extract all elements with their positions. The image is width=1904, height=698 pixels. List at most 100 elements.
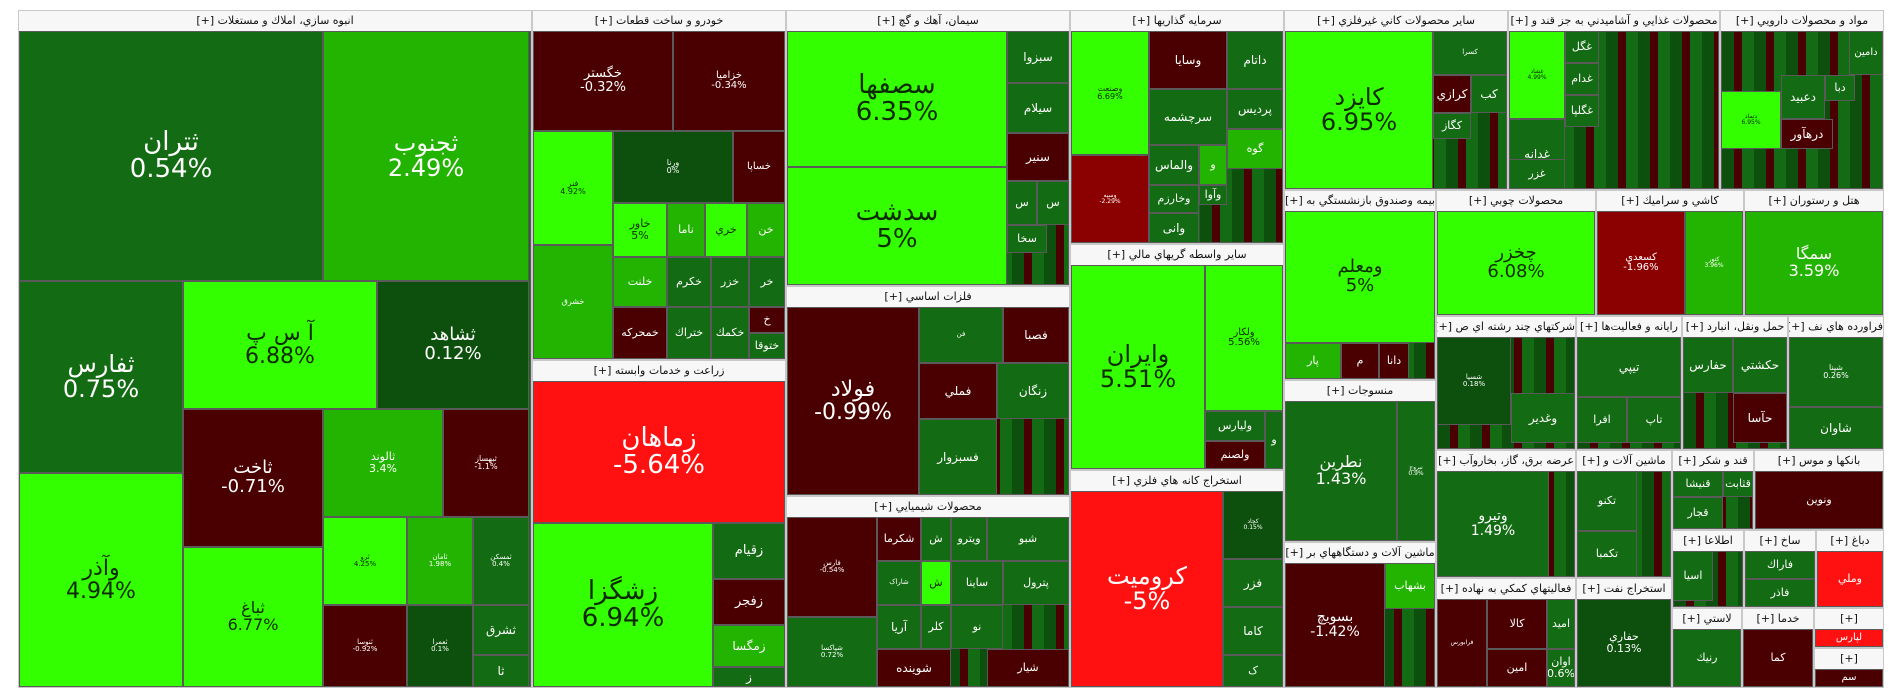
stock-tile[interactable]: سرچشمه: [1149, 89, 1227, 145]
stock-tile[interactable]: فارس -0.54%: [787, 517, 877, 617]
stock-tile[interactable]: غگلپا: [1565, 95, 1599, 127]
sector-title[interactable]: رايانه و فعاليت‌ها [+]: [1577, 317, 1681, 337]
sector-title[interactable]: محصولات چوبي [+]: [1437, 191, 1595, 211]
sector-title[interactable]: قند و شکر [+]: [1673, 451, 1753, 471]
stock-tile[interactable]: تاپ: [1627, 397, 1681, 443]
stock-tile[interactable]: داتام: [1227, 31, 1283, 89]
sector-title[interactable]: بیمه وصندوق بازنشستگي به [+]: [1285, 191, 1435, 211]
stock-tile[interactable]: زقیام: [713, 523, 785, 579]
sector-title[interactable]: لاستي [+]: [1673, 609, 1741, 629]
stock-tile[interactable]: ثالوند 3.4%: [323, 409, 443, 517]
stock-tile[interactable]: پترول: [1003, 561, 1069, 605]
stock-tile[interactable]: كالا: [1487, 599, 1547, 649]
stock-tile[interactable]: والماس: [1149, 145, 1199, 185]
stock-tile[interactable]: کگاز: [1433, 113, 1471, 139]
stock-tile[interactable]: خر: [749, 257, 785, 307]
stock-tile[interactable]: وتيرو 1.49%: [1437, 471, 1549, 577]
stock-tile[interactable]: ثمسکن 0.4%: [473, 517, 529, 605]
stock-tile[interactable]: اسيا: [1673, 551, 1713, 601]
stock-tile[interactable]: وآوا: [1199, 185, 1227, 205]
stock-tile[interactable]: فرابورس: [1437, 599, 1487, 687]
stock-tile[interactable]: دعبيد: [1781, 75, 1825, 119]
stock-tile[interactable]: خلنت: [613, 257, 667, 307]
stock-tile[interactable]: شسپا 0.18%: [1437, 337, 1511, 425]
stock-tile[interactable]: كايزد 6.95%: [1285, 31, 1433, 189]
stock-tile[interactable]: خاور 5%: [613, 203, 667, 257]
stock-tile[interactable]: تکمبا: [1577, 531, 1637, 577]
sector-title[interactable]: منسوجات [+]: [1285, 381, 1435, 401]
stock-tile[interactable]: ناما: [667, 203, 705, 257]
stock-tile[interactable]: ثاخت -0.71%: [183, 409, 323, 547]
stock-tile[interactable]: نطرين 1.43%: [1285, 401, 1397, 541]
stock-tile[interactable]: ثتران 0.54%: [19, 31, 323, 281]
stock-tile[interactable]: ثبهساز -1.1%: [443, 409, 529, 517]
stock-tile[interactable]: ثشرق: [473, 605, 529, 655]
stock-tile[interactable]: ومعلم 5%: [1285, 211, 1435, 343]
stock-tile[interactable]: چخزر 6.08%: [1437, 211, 1595, 315]
sector-title[interactable]: هتل و رستوران [+]: [1745, 191, 1883, 211]
stock-tile[interactable]: خمحرکه: [613, 307, 667, 359]
stock-tile[interactable]: شیار: [987, 649, 1069, 687]
stock-tile[interactable]: افرا: [1577, 397, 1627, 443]
stock-tile[interactable]: سیلام: [1007, 83, 1069, 133]
sector-title[interactable]: خودرو و ساخت قطعات [+]: [533, 11, 785, 31]
sector-title[interactable]: [+]: [1815, 609, 1883, 629]
stock-tile[interactable]: وخارزم: [1149, 185, 1199, 213]
stock-tile[interactable]: م: [1341, 343, 1379, 379]
sector-title[interactable]: ماشين آلات و دستگاههاي بر [+]: [1285, 543, 1435, 563]
stock-tile[interactable]: اوان 0.6%: [1547, 649, 1575, 687]
stock-tile[interactable]: حفاري 0.13%: [1577, 599, 1671, 687]
sector-title[interactable]: استخراج نفت [+]: [1577, 579, 1671, 599]
stock-tile[interactable]: ثشاهد 0.12%: [377, 281, 529, 409]
stock-tile[interactable]: و: [1199, 145, 1227, 185]
stock-tile[interactable]: ونوين: [1755, 471, 1883, 529]
sector-title[interactable]: عرضه برق، گاز، بخاروآب [+]: [1437, 451, 1575, 471]
stock-tile[interactable]: خگستر -0.32%: [533, 31, 673, 131]
stock-tile[interactable]: وليارس: [1205, 411, 1265, 441]
stock-tile[interactable]: زماهان -5.64%: [533, 381, 785, 523]
sector-title[interactable]: محصولات شيميايي [+]: [787, 497, 1069, 517]
stock-tile[interactable]: گوه: [1227, 129, 1283, 169]
stock-tile[interactable]: خساپا: [733, 131, 785, 203]
sector-title[interactable]: شرکتهاي چند رشته اي ص [+]: [1437, 317, 1575, 337]
stock-tile[interactable]: شاوان: [1789, 407, 1883, 449]
stock-tile[interactable]: قثابت: [1723, 471, 1753, 497]
stock-tile[interactable]: کچاد 0.15%: [1223, 491, 1283, 559]
stock-tile[interactable]: فن: [919, 307, 1003, 363]
stock-tile[interactable]: خکرم: [667, 257, 711, 307]
stock-tile[interactable]: زفجر: [713, 579, 785, 625]
stock-tile[interactable]: زنگان: [997, 363, 1069, 419]
sector-title[interactable]: سرمايه گذاريها [+]: [1071, 11, 1283, 31]
stock-tile[interactable]: وملي: [1817, 551, 1883, 607]
sector-title[interactable]: ساير واسطه گريهاي مالي [+]: [1071, 245, 1283, 265]
stock-tile[interactable]: تكنو: [1577, 471, 1637, 531]
stock-tile[interactable]: ز: [713, 667, 785, 687]
stock-tile[interactable]: شاراک: [877, 561, 921, 605]
sector-title[interactable]: ساخ [+]: [1745, 531, 1815, 551]
stock-tile[interactable]: ختوقا: [749, 333, 785, 359]
stock-tile[interactable]: ک: [1223, 655, 1283, 687]
stock-tile[interactable]: وانی: [1149, 213, 1199, 243]
sector-title[interactable]: فعاليتهاي كمكي به نهاده [+]: [1437, 579, 1575, 599]
stock-tile[interactable]: وغدير: [1511, 393, 1575, 443]
stock-tile[interactable]: کتور 3.96%: [1685, 211, 1743, 315]
sector-title[interactable]: انبوه سازي، املاك و مستغلات [+]: [19, 11, 531, 31]
stock-tile[interactable]: حکشتي: [1733, 337, 1787, 393]
sector-title[interactable]: بانكها و موس [+]: [1755, 451, 1883, 471]
stock-tile[interactable]: قجار: [1673, 497, 1723, 529]
stock-tile[interactable]: سصفها 6.35%: [787, 31, 1007, 167]
stock-tile[interactable]: سنیر: [1007, 133, 1069, 181]
stock-tile[interactable]: وسايا: [1149, 31, 1227, 89]
stock-tile[interactable]: غشاد 4.99%: [1509, 31, 1565, 119]
stock-tile[interactable]: دامين: [1849, 31, 1883, 75]
stock-tile[interactable]: ثنوسا -0.92%: [323, 605, 407, 687]
sector-title[interactable]: زراعت و خدمات وابسته [+]: [533, 361, 785, 381]
stock-tile[interactable]: کسعدي -1.96%: [1597, 211, 1685, 315]
stock-tile[interactable]: ش: [921, 517, 951, 561]
stock-tile[interactable]: خن: [747, 203, 785, 257]
stock-tile[interactable]: پار: [1285, 343, 1341, 379]
sector-title[interactable]: مواد و محصولات دارويي [+]: [1721, 11, 1883, 31]
stock-tile[interactable]: شپنا 0.26%: [1789, 337, 1883, 407]
stock-tile[interactable]: وايران 5.51%: [1071, 265, 1205, 469]
stock-tile[interactable]: خري: [705, 203, 747, 257]
